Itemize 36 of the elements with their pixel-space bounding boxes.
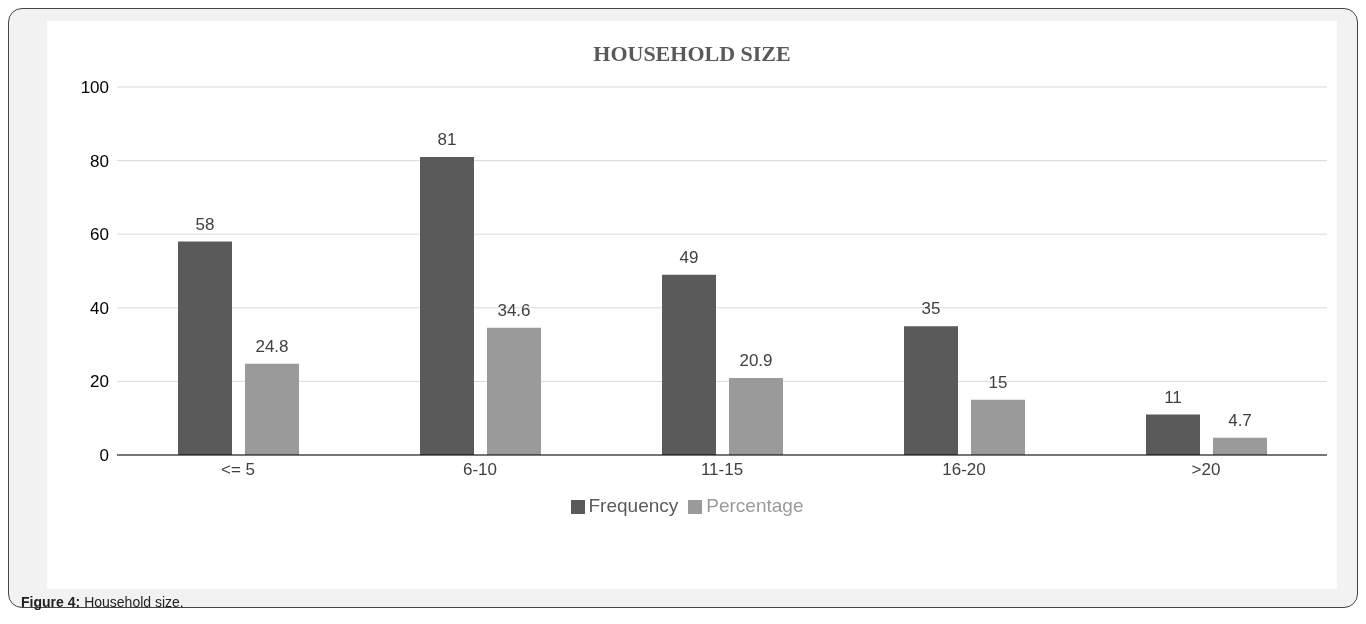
bar [971, 399, 1025, 455]
data-label: 4.7 [1228, 410, 1252, 430]
text: Household size. [84, 594, 184, 610]
data-label: 81 [437, 129, 457, 149]
bar [245, 363, 299, 455]
x-tick-label: >20 [1191, 460, 1221, 480]
y-tick-label: 100 [80, 78, 109, 98]
x-tick-label: <= 5 [220, 460, 256, 480]
chart-title: HOUSEHOLD SIZE [592, 41, 792, 67]
y-tick-label: 60 [90, 225, 109, 245]
bar [420, 156, 474, 455]
data-label: 24.8 [255, 336, 289, 356]
data-label: 35 [921, 299, 941, 319]
data-label: 20.9 [739, 351, 773, 371]
x-tick-label: 16-20 [942, 460, 986, 480]
data-label: 11 [1164, 387, 1182, 407]
data-label: 58 [195, 214, 215, 234]
legend-label: Frequency [588, 495, 679, 516]
x-tick-label: 6-10 [462, 460, 498, 480]
y-tick-label: 0 [99, 446, 109, 466]
data-label: 15 [988, 372, 1008, 392]
bar [487, 327, 541, 455]
y-tick-label: 40 [90, 298, 109, 318]
data-label: 34.6 [497, 300, 531, 320]
y-tick-label: 20 [90, 372, 109, 392]
bar [1213, 437, 1267, 455]
bar [178, 241, 232, 455]
x-tick-label: 11-15 [700, 460, 744, 480]
bar [729, 378, 783, 455]
data-label: 49 [679, 247, 699, 267]
bar [904, 326, 958, 455]
bar [662, 274, 716, 455]
bar [1146, 414, 1200, 455]
y-tick-label: 80 [90, 151, 109, 171]
legend-label: Percentage [706, 495, 804, 516]
caption: Figure 4: [21, 594, 81, 610]
